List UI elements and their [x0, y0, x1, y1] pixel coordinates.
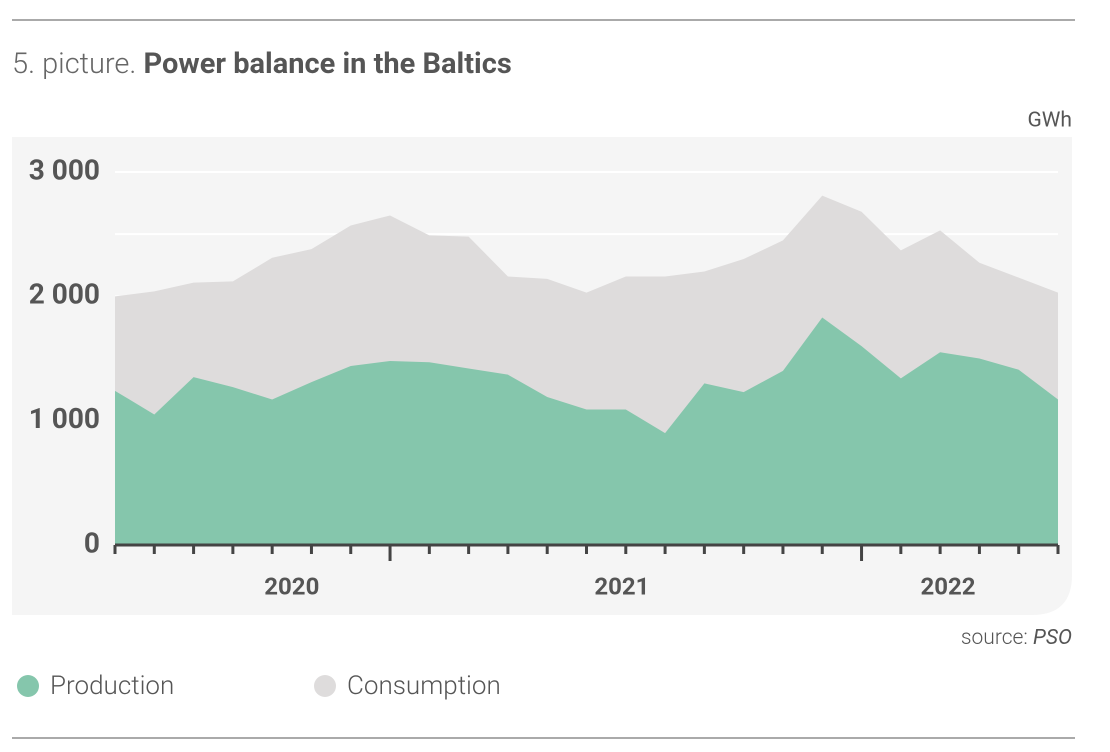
y-tick-label: 0: [84, 526, 100, 559]
title-main: Power balance in the Baltics: [144, 47, 512, 81]
x-tick-label: 2021: [594, 572, 649, 600]
legend-label: Consumption: [347, 671, 501, 701]
legend-swatch: [17, 675, 39, 697]
title-prefix: 5. picture.: [12, 47, 136, 81]
legend-label: Production: [50, 671, 174, 701]
legend-swatch: [314, 675, 336, 697]
source-name: PSO: [1033, 626, 1072, 650]
area: [115, 317, 1058, 545]
x-tick-label: 2020: [264, 572, 319, 600]
y-tick-label: 1 000: [29, 402, 100, 435]
x-tick-label: 2022: [920, 572, 975, 600]
y-tick-label: 3 000: [29, 153, 100, 186]
y-tick-label: 2 000: [29, 278, 100, 311]
chart-title: 5. picture. Power balance in the Baltics: [12, 47, 512, 81]
source-prefix: source:: [961, 626, 1028, 650]
unit-label: GWh: [1027, 109, 1072, 133]
source: source: PSO: [961, 626, 1072, 650]
